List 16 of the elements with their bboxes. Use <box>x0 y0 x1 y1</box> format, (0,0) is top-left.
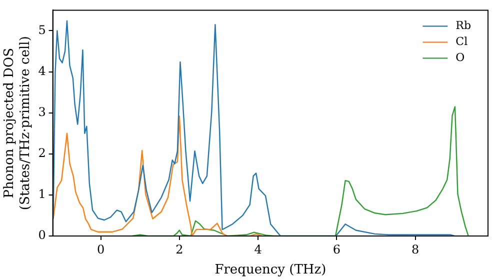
y-tick-label: 1 <box>38 187 46 202</box>
y-tick-label: 5 <box>38 22 46 37</box>
x-tick-label: 0 <box>96 242 105 256</box>
x-tick-label: 6 <box>332 242 340 256</box>
x-tick-label: 8 <box>411 242 420 256</box>
legend-label: O <box>456 51 465 64</box>
y-tick-label: 4 <box>38 64 46 78</box>
y-axis-title: Phonon projected DOS (States/THz·primitive cell) <box>2 36 33 210</box>
y-tick-label: 0 <box>38 228 46 242</box>
y-tick-label: 3 <box>38 104 46 119</box>
x-axis-title: Frequency (THz) <box>214 262 326 278</box>
x-tick-label: 2 <box>176 242 184 256</box>
x-tick-label: 4 <box>254 242 262 256</box>
y-tick-label: 2 <box>38 146 46 160</box>
legend-label: Cl <box>456 35 468 48</box>
legend-label: Rb <box>456 19 472 32</box>
